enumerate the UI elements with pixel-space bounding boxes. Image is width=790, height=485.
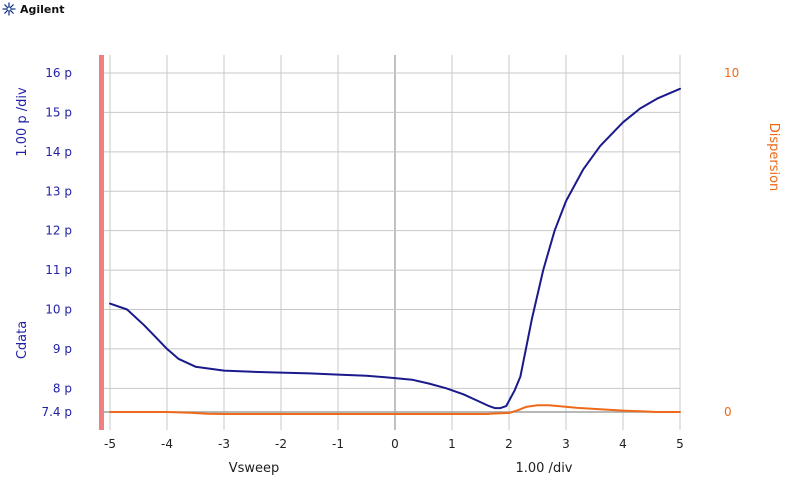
- axis-labels: Cdata 1.00 p /div Dispersion Vsweep 1.00…: [15, 87, 781, 476]
- dispersion-series-line: [109, 404, 681, 415]
- y-tick-label: 8 p: [53, 381, 72, 395]
- y-axis-scale-label: 1.00 p /div: [15, 87, 30, 157]
- y-tick-label: 7.4 p: [41, 405, 72, 419]
- series-lines: [109, 87, 681, 415]
- x-tick-label: -4: [161, 437, 173, 451]
- y2-axis-title: Dispersion: [766, 123, 781, 192]
- brand-header: Agilent: [2, 0, 92, 18]
- x-tick-label: 2: [505, 437, 513, 451]
- y-tick-label: 15 p: [45, 105, 72, 119]
- brand-name: Agilent: [20, 2, 65, 16]
- axes: 16 p 15 p 14 p 13 p 12 p 11 p 10 p 9 p 8 p 7.4 p 1…: [41, 55, 739, 451]
- y2-tick-label: 10: [724, 66, 739, 80]
- x-tick-label: -2: [275, 437, 287, 451]
- x-tick-label: 1: [448, 437, 456, 451]
- x-tick-label: -5: [104, 437, 116, 451]
- y2-tick-label: 0: [724, 405, 732, 419]
- x-tick-label: 4: [619, 437, 627, 451]
- grid-lines: [102, 55, 681, 430]
- y-tick-label: 16 p: [45, 66, 72, 80]
- y-tick-label: 14 p: [45, 145, 72, 159]
- x-tick-label: 5: [676, 437, 684, 451]
- y-tick-label: 10 p: [45, 303, 72, 317]
- y-tick-label: 12 p: [45, 224, 72, 238]
- y-tick-label: 11 p: [45, 263, 72, 277]
- x-tick-label: 0: [391, 437, 399, 451]
- cdata-series-line: [109, 87, 681, 410]
- agilent-spark-icon: [2, 2, 16, 16]
- y-axis-bar: [99, 55, 104, 430]
- y-tick-label: 13 p: [45, 184, 72, 198]
- y-axis-title: Cdata: [15, 321, 30, 359]
- y-tick-label: 9 p: [53, 342, 72, 356]
- x-axis-title: Vsweep: [229, 461, 280, 476]
- x-tick-label: 3: [562, 437, 570, 451]
- x-axis-scale-label: 1.00 /div: [515, 461, 572, 476]
- x-tick-label: -3: [218, 437, 230, 451]
- x-tick-label: -1: [332, 437, 344, 451]
